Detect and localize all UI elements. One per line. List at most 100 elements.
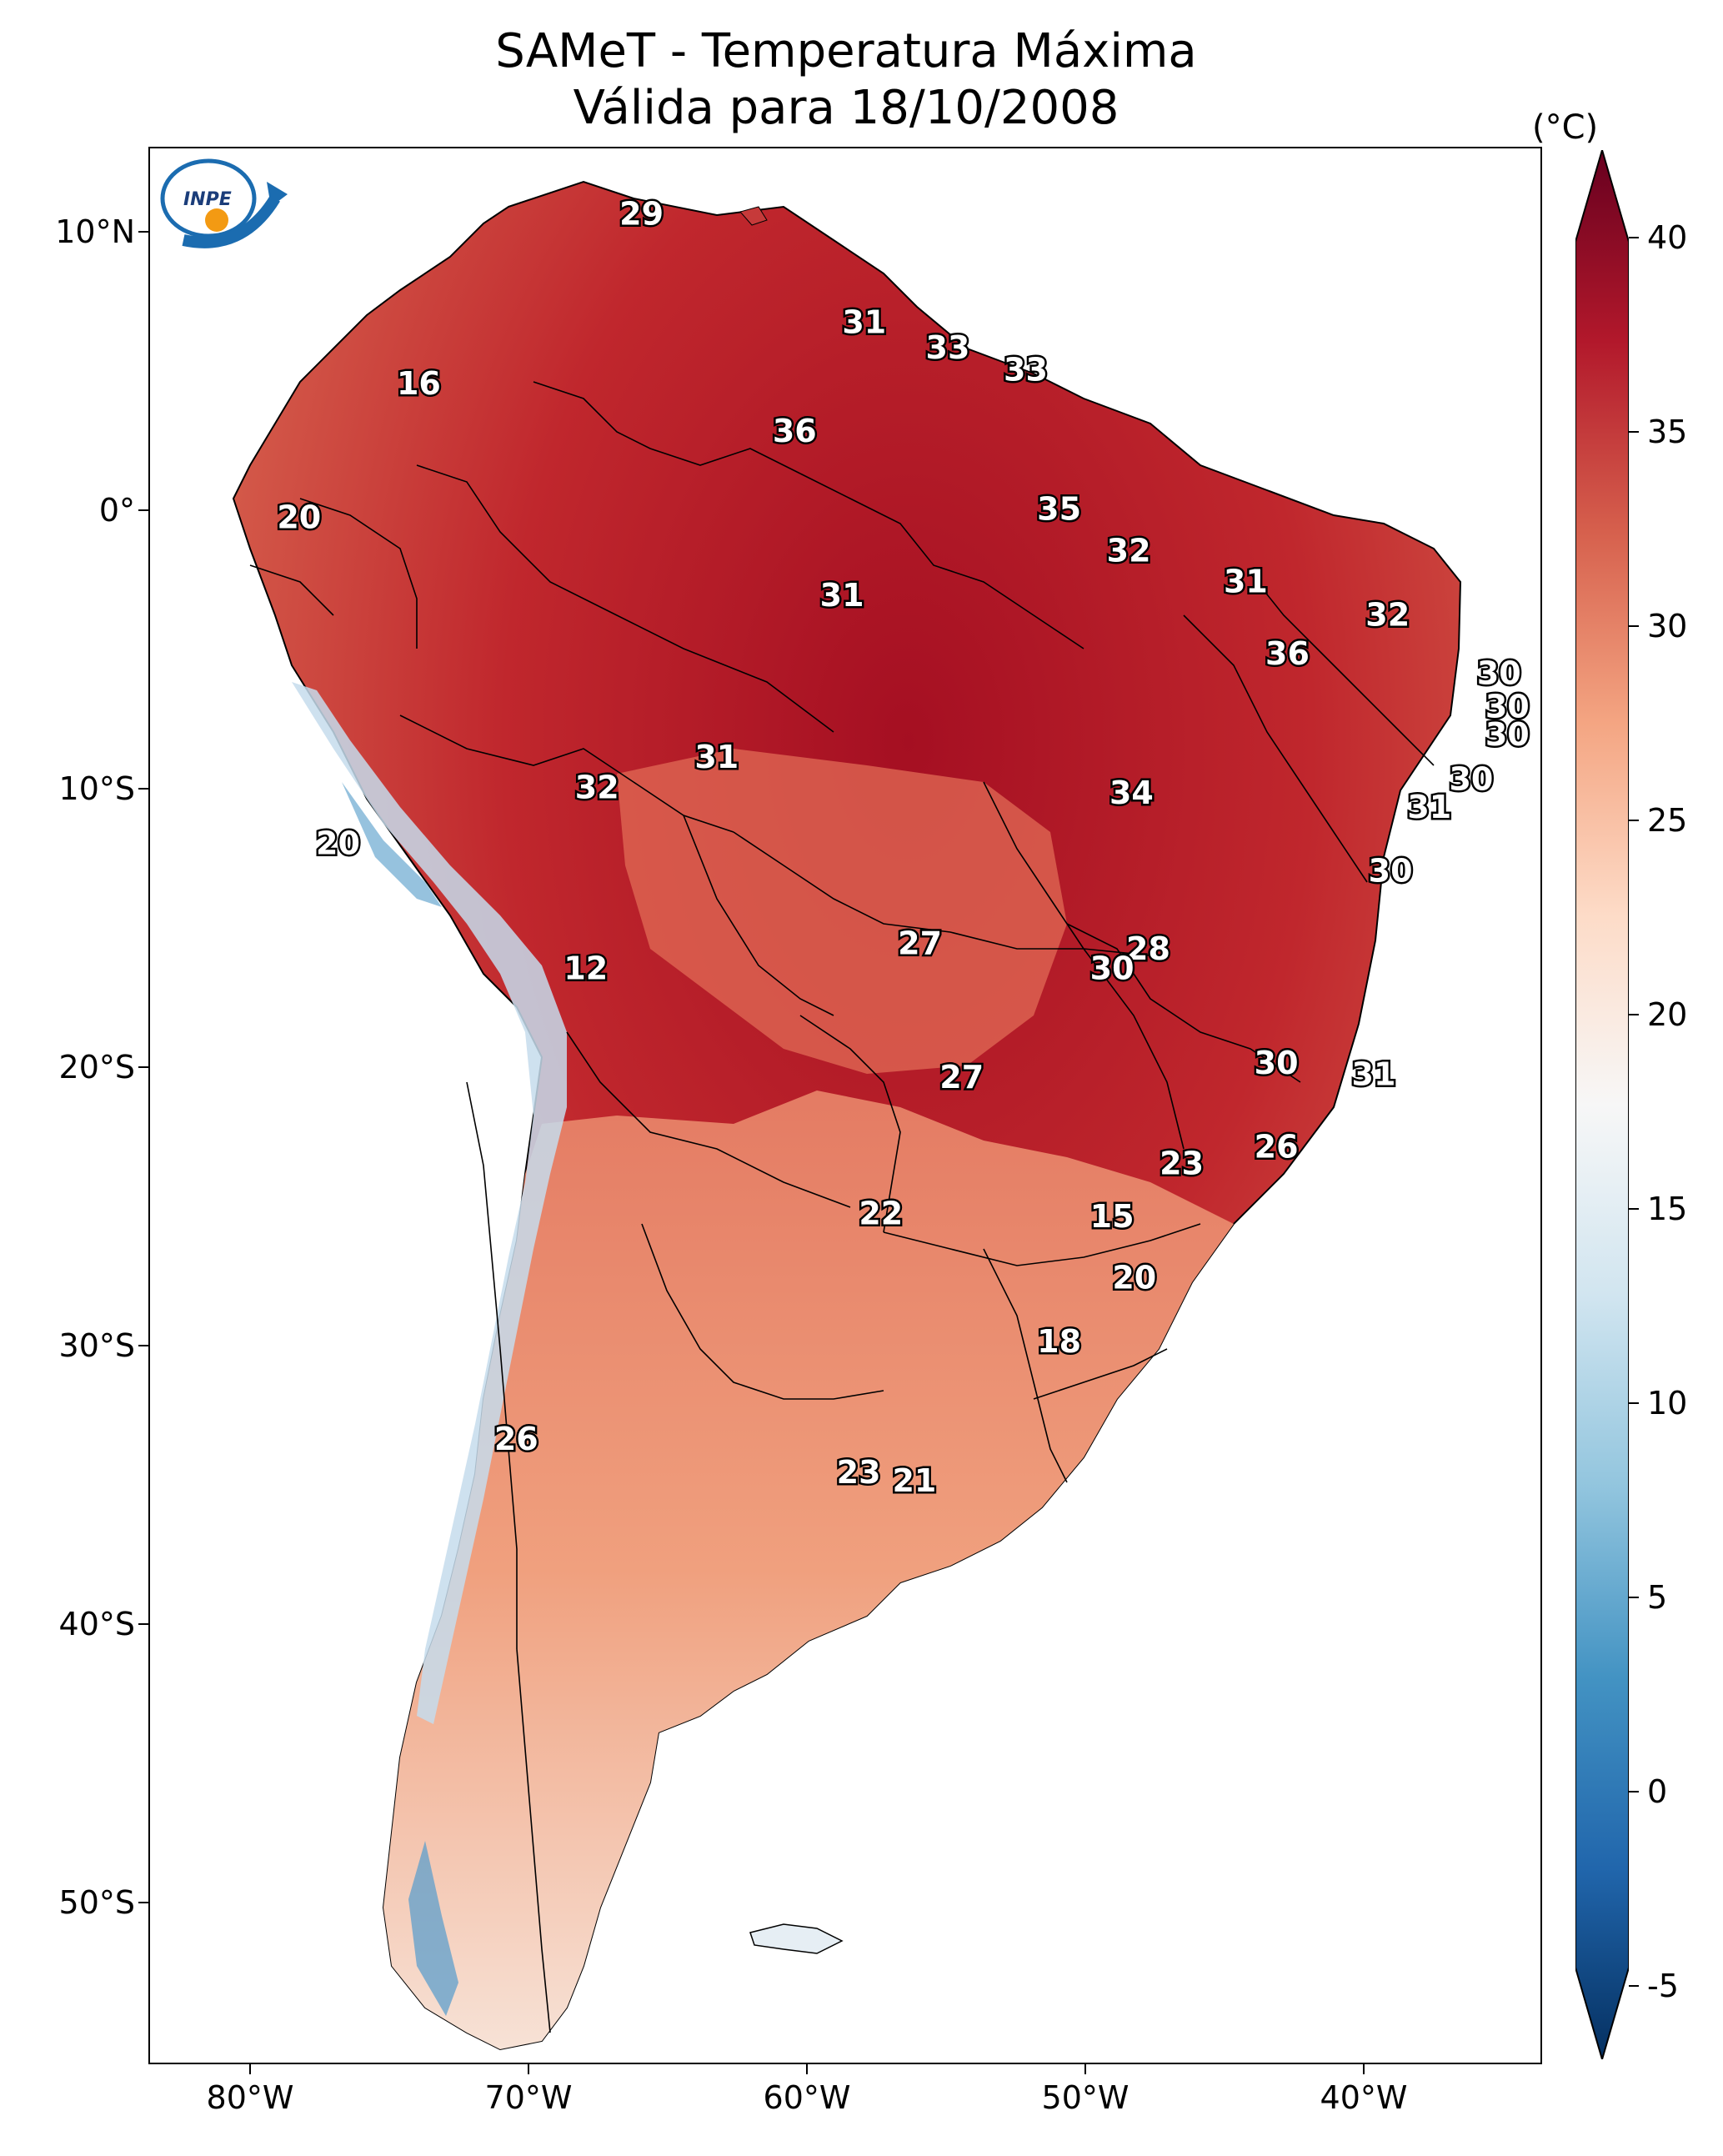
station-value-label: 33 [926, 329, 970, 366]
colorbar-tick-mark [1629, 1985, 1639, 1987]
logo-text: INPE [183, 189, 232, 210]
station-value-label: 27 [939, 1059, 984, 1096]
lat-tick-30s: 30°S [58, 1327, 135, 1364]
colorbar-tick-mark [1629, 1597, 1639, 1598]
lat-tick-mark [138, 509, 148, 511]
patagonia-blue-core [408, 1841, 458, 2016]
lat-tick-0: 0° [98, 492, 135, 529]
station-value-label: 32 [1107, 533, 1151, 569]
colorbar-tick-5: 5 [1647, 1579, 1668, 1616]
lon-tick-mark [1363, 2064, 1365, 2074]
station-value-label: 28 [1126, 930, 1170, 967]
station-value-label: 20 [1112, 1259, 1156, 1296]
lat-tick-mark [138, 1066, 148, 1068]
colorbar-tick-30: 30 [1647, 608, 1688, 644]
station-value-label: 12 [563, 950, 608, 987]
colorbar-tick-mark [1629, 625, 1639, 627]
colorbar-tick-20: 20 [1647, 996, 1688, 1033]
colorbar-tick-15: 15 [1647, 1191, 1688, 1227]
station-value-label: 30 [1485, 716, 1530, 753]
station-value-label: 29 [619, 196, 664, 233]
lat-tick-20s: 20°S [58, 1049, 135, 1086]
map-frame: 29 16 31 33 33 36 20 35 32 31 31 32 36 30 30 30 31 32 34 30… [148, 147, 1542, 2064]
station-value-label: 30 [1090, 950, 1134, 987]
lon-tick-mark [528, 2064, 529, 2074]
station-value-label: 16 [397, 365, 441, 402]
falkland-islands [749, 1923, 844, 1954]
lon-tick-70w: 70°W [484, 2079, 573, 2116]
chart-subtitle: Válida para 18/10/2008 [573, 81, 1119, 135]
colorbar-tick-0: 0 [1647, 1773, 1668, 1810]
colorbar-tick-mark [1629, 1402, 1639, 1404]
station-value-label: 31 [820, 577, 864, 614]
colorbar-tick-mark [1629, 1208, 1639, 1210]
country-borders [249, 381, 1435, 2033]
colorbar-unit: (°C) [1532, 108, 1599, 147]
station-value-label: 32 [575, 770, 619, 806]
station-value-label: 30 [1369, 853, 1413, 890]
trinidad-island [739, 206, 768, 226]
station-value-label: 31 [1224, 563, 1268, 599]
lon-tick-80w: 80°W [206, 2079, 294, 2116]
station-value-label: 26 [494, 1421, 538, 1457]
colorbar-tick-mark [1629, 1014, 1639, 1015]
colorbar-tick-10: 10 [1647, 1385, 1688, 1421]
station-value-label: 35 [1037, 491, 1081, 528]
lat-tick-50s: 50°S [58, 1884, 135, 1921]
station-value-label: 32 [1365, 596, 1410, 633]
station-value-label: 31 [842, 304, 886, 341]
lon-tick-50w: 50°W [1041, 2079, 1129, 2116]
colorbar-tick-mark [1629, 820, 1639, 821]
station-value-label: 27 [898, 925, 942, 962]
station-value-label: 31 [694, 739, 739, 775]
colorbar-tick-minus5: -5 [1647, 1968, 1679, 2004]
station-value-label: 21 [892, 1462, 936, 1499]
andes-cold-strip [292, 682, 567, 1724]
station-value-label: 31 [1352, 1056, 1396, 1093]
lat-tick-mark [138, 1623, 148, 1625]
station-value-label: 30 [1477, 655, 1521, 692]
lon-tick-40w: 40°W [1320, 2079, 1408, 2116]
logo-ring [160, 158, 257, 238]
lat-tick-10s: 10°S [58, 770, 135, 807]
station-value-label: 20 [316, 825, 360, 861]
station-value-label: 33 [1004, 352, 1048, 389]
station-value-label: 30 [1449, 761, 1493, 798]
station-value-label: 22 [859, 1196, 903, 1232]
colorbar-tick-mark [1629, 237, 1639, 238]
station-value-label: 20 [277, 499, 321, 536]
colorbar-body [1575, 150, 1629, 2059]
lat-tick-mark [138, 1345, 148, 1346]
colorbar-tick-35: 35 [1647, 414, 1688, 450]
station-value-label: 34 [1109, 775, 1154, 811]
station-value-label: 15 [1090, 1198, 1134, 1235]
colorbar-tick-mark [1629, 1791, 1639, 1792]
lat-tick-mark [138, 1902, 148, 1903]
lat-tick-10n: 10°N [55, 213, 135, 250]
colorbar-tick-mark [1629, 431, 1639, 433]
logo-arrow [267, 182, 288, 207]
station-value-label: 26 [1255, 1128, 1299, 1165]
lat-tick-mark [138, 231, 148, 233]
logo-orange-dot [205, 208, 228, 232]
station-value-label: 23 [837, 1454, 881, 1491]
lat-tick-40s: 40°S [58, 1606, 135, 1642]
colorbar [1575, 150, 1629, 2059]
station-value-label: 36 [1265, 635, 1310, 672]
station-value-label: 36 [773, 413, 817, 449]
colorbar-tick-25: 25 [1647, 802, 1688, 839]
colorbar-tick-40: 40 [1647, 219, 1688, 256]
lon-tick-mark [1084, 2064, 1086, 2074]
station-value-label: 23 [1160, 1145, 1204, 1181]
inpe-logo: INPE [160, 158, 288, 248]
logo-swoosh [182, 195, 280, 248]
lat-tick-mark [138, 788, 148, 790]
chart-title: SAMeT - Temperatura Máxima [495, 24, 1197, 78]
andes-blue-core [342, 782, 442, 907]
station-value-label: 30 [1485, 689, 1530, 725]
lon-tick-mark [249, 2064, 251, 2074]
station-value-label: 18 [1037, 1323, 1081, 1360]
lon-tick-60w: 60°W [763, 2079, 851, 2116]
